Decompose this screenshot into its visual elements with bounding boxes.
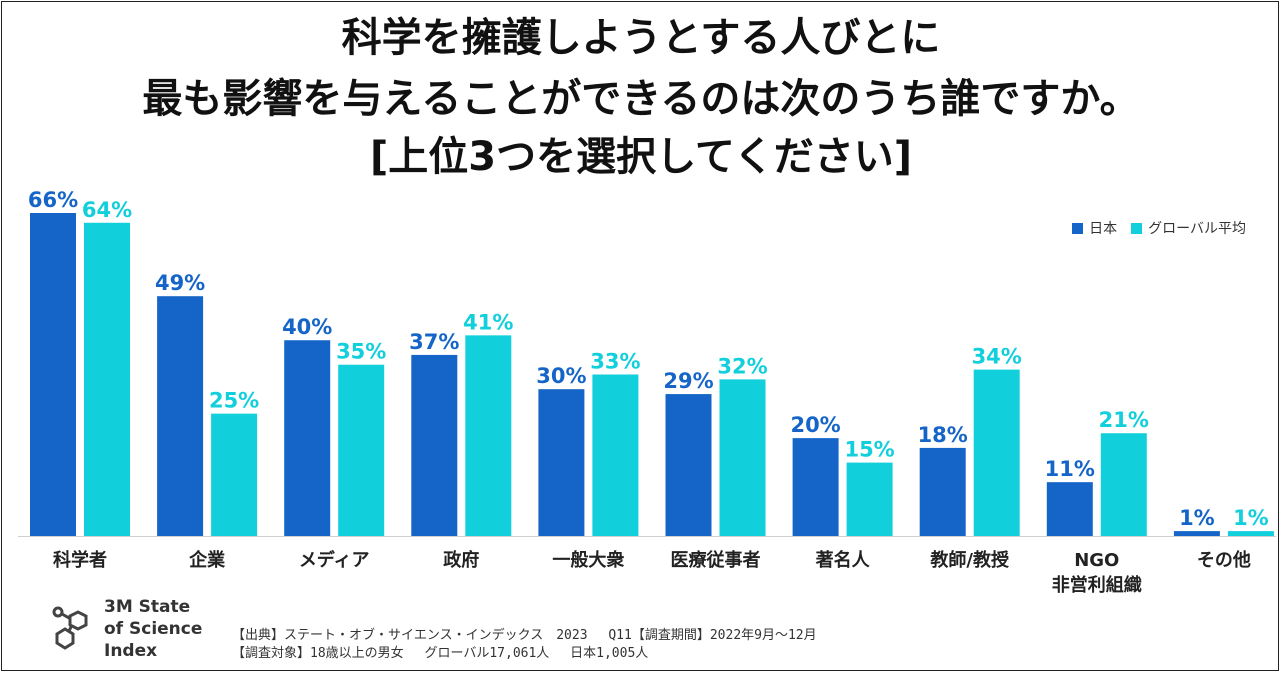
logo-text-line-2: of Science xyxy=(104,619,203,639)
bar-global-1 xyxy=(211,413,258,536)
legend: 日本 グローバル平均 xyxy=(1072,218,1246,238)
bar-japan-3 xyxy=(411,354,458,536)
logo-text-line-1: 3M State xyxy=(104,597,191,617)
legend-swatch-japan xyxy=(1072,222,1084,234)
data-label-japan-6: 20% xyxy=(790,413,840,437)
bar-global-2 xyxy=(338,364,385,536)
data-label-global-1: 25% xyxy=(209,389,259,413)
brand-logo: 3M State of Science Index xyxy=(50,596,202,662)
bar-global-5 xyxy=(719,379,766,536)
data-label-global-7: 34% xyxy=(972,345,1022,369)
bar-japan-4 xyxy=(538,389,585,536)
source-line-1: 【出典】ステート・オブ・サイエンス・インデックス 2023 Q11【調査期間】2… xyxy=(232,628,817,643)
bar-global-7 xyxy=(973,369,1020,536)
data-label-global-2: 35% xyxy=(336,340,386,364)
data-label-japan-8: 11% xyxy=(1045,457,1095,481)
bar-global-3 xyxy=(465,335,512,536)
data-label-japan-0: 66% xyxy=(28,188,78,212)
logo-text-line-3: Index xyxy=(104,641,158,661)
category-label-6: 著名人 xyxy=(815,549,871,571)
data-label-global-5: 32% xyxy=(717,354,767,378)
bar-japan-9 xyxy=(1173,531,1220,536)
data-label-global-0: 64% xyxy=(82,198,132,222)
bar-global-9 xyxy=(1227,531,1274,536)
bar-global-0 xyxy=(84,222,130,536)
data-label-japan-3: 37% xyxy=(409,330,459,354)
legend-swatch-global xyxy=(1131,222,1143,234)
legend-label-japan: 日本 xyxy=(1089,221,1118,237)
data-label-japan-1: 49% xyxy=(155,271,205,295)
bar-japan-6 xyxy=(792,438,839,536)
legend-item-japan: 日本 xyxy=(1072,218,1117,238)
legend-item-global: グローバル平均 xyxy=(1131,218,1246,238)
chart-title-line-1: 科学を擁護しようとする人びとに xyxy=(341,15,941,61)
data-label-japan-4: 30% xyxy=(536,364,586,388)
data-label-japan-5: 29% xyxy=(663,369,713,393)
data-label-japan-7: 18% xyxy=(918,423,968,447)
category-label-3: 政府 xyxy=(443,549,479,571)
data-label-global-9: 1% xyxy=(1233,506,1269,530)
category-label-4: 一般大衆 xyxy=(552,549,624,571)
data-label-global-8: 21% xyxy=(1099,408,1149,432)
source-note: 【出典】ステート・オブ・サイエンス・インデックス 2023 Q11【調査期間】2… xyxy=(232,627,817,663)
bar-japan-0 xyxy=(30,213,76,536)
bar-global-4 xyxy=(592,374,639,536)
bar-global-6 xyxy=(846,462,893,536)
data-label-global-6: 15% xyxy=(844,438,894,462)
bar-japan-8 xyxy=(1046,482,1093,536)
data-label-global-4: 33% xyxy=(590,350,640,374)
bar-japan-2 xyxy=(284,340,331,536)
bar-japan-7 xyxy=(919,447,966,536)
bar-global-8 xyxy=(1100,433,1147,536)
molecule-icon xyxy=(52,606,88,650)
data-label-global-3: 41% xyxy=(463,310,513,334)
source-line-2: 【調査対象】18歳以上の男女 グローバル17,061人 日本1,005人 xyxy=(232,646,649,661)
category-label-8-line-1: 非営利組織 xyxy=(1052,574,1142,596)
chart-title-line-2: 最も影響を与えることができるのは次のうち誰ですか。 xyxy=(142,76,1140,122)
chart-title-line-3: [上位3つを選択してください] xyxy=(370,134,912,180)
category-label-7: 教師/教授 xyxy=(930,549,1010,571)
data-label-japan-9: 1% xyxy=(1179,506,1215,530)
bar-japan-1 xyxy=(157,296,204,536)
category-label-8-line-0: NGO xyxy=(1074,550,1119,571)
category-label-9: その他 xyxy=(1197,549,1251,571)
category-label-1: 企業 xyxy=(188,549,226,571)
category-label-2: メディア xyxy=(299,549,370,571)
data-label-japan-2: 40% xyxy=(282,315,332,339)
bar-japan-5 xyxy=(665,394,712,536)
legend-label-global: グローバル平均 xyxy=(1148,221,1246,237)
category-label-0: 科学者 xyxy=(53,549,107,571)
category-label-5: 医療従事者 xyxy=(671,549,761,571)
